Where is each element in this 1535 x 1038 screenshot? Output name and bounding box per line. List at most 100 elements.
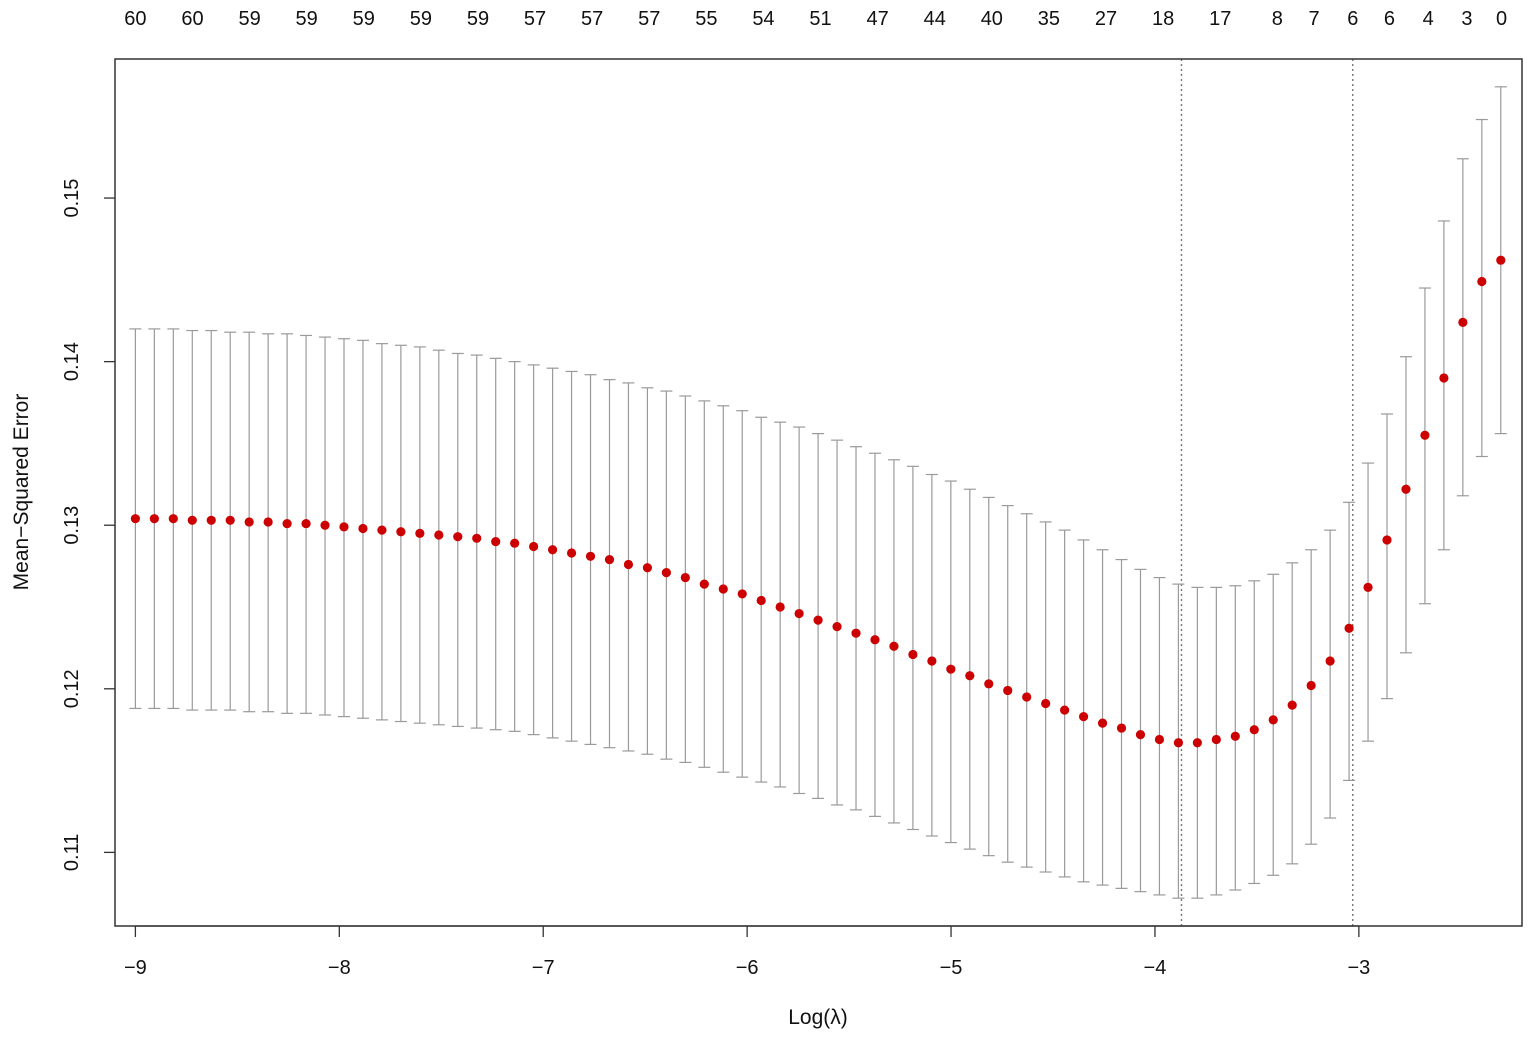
- data-point: [908, 649, 918, 660]
- data-point: [244, 517, 254, 527]
- data-point: [339, 522, 349, 532]
- data-point: [965, 671, 975, 681]
- data-point: [1458, 317, 1468, 327]
- y-axis: 0.11 0.12 0.13 0.14 0.15: [61, 179, 115, 871]
- data-point: [1344, 623, 1354, 633]
- data-point: [1287, 700, 1297, 710]
- data-point: [1420, 430, 1430, 440]
- data-point: [358, 523, 368, 534]
- data-point: [187, 515, 197, 525]
- data-point: [870, 635, 880, 645]
- data-point: [1154, 734, 1165, 745]
- data-point: [320, 520, 330, 530]
- data-point: [737, 589, 747, 599]
- x-tick-label: −3: [1347, 957, 1370, 979]
- data-point: [1268, 715, 1278, 725]
- top-axis-label: 60: [124, 8, 146, 30]
- data-point: [491, 536, 501, 547]
- data-points: [130, 255, 1506, 748]
- data-point: [699, 579, 709, 589]
- data-point: [623, 559, 634, 570]
- x-tick-label: −4: [1144, 957, 1167, 979]
- data-point: [396, 527, 406, 537]
- data-point: [946, 664, 956, 674]
- data-point: [1135, 730, 1146, 740]
- data-point: [813, 615, 823, 625]
- y-tick-label: 0.13: [61, 506, 83, 545]
- data-point: [149, 514, 159, 524]
- x-axis-title: Log(λ): [788, 1006, 848, 1029]
- data-point: [642, 563, 653, 573]
- data-point: [1401, 484, 1411, 494]
- top-axis-label: 0: [1496, 8, 1507, 30]
- data-point: [1230, 731, 1240, 741]
- data-point: [510, 538, 520, 548]
- data-point: [1173, 738, 1184, 748]
- x-tick-label: −9: [124, 957, 147, 979]
- top-axis-label: 59: [467, 8, 489, 30]
- top-axis-nonzero-counts: 60 60 59 59 59 59 59 57 57 57 55 54 51 47 44 40 35 27 18 17…: [124, 8, 1507, 30]
- data-point: [1116, 723, 1127, 733]
- top-axis-label: 59: [410, 8, 432, 30]
- data-point: [472, 533, 482, 543]
- top-axis-label: 59: [296, 8, 318, 30]
- y-tick-label: 0.12: [61, 669, 83, 708]
- data-point: [1003, 685, 1013, 696]
- data-point: [756, 595, 766, 606]
- top-axis-label: 27: [1095, 8, 1117, 30]
- data-point: [1325, 656, 1335, 666]
- data-point: [1022, 692, 1032, 702]
- data-point: [225, 515, 235, 525]
- data-point: [1439, 373, 1449, 383]
- data-point: [168, 514, 178, 524]
- data-point: [604, 554, 615, 565]
- x-tick-label: −6: [736, 957, 759, 979]
- y-tick-label: 0.11: [61, 834, 83, 871]
- data-point: [130, 514, 140, 524]
- x-axis: −9 −8 −7 −6 −5 −4 −3: [124, 925, 1370, 979]
- x-tick-label: −7: [532, 957, 555, 979]
- top-axis-label: 18: [1152, 8, 1174, 30]
- data-point: [1496, 255, 1506, 265]
- data-point: [434, 530, 444, 540]
- data-point: [1363, 582, 1373, 592]
- top-axis-label: 59: [238, 8, 260, 30]
- x-tick-label: −8: [328, 957, 351, 979]
- top-axis-label: 4: [1423, 8, 1434, 30]
- top-axis-label: 35: [1038, 8, 1060, 30]
- data-point: [1192, 738, 1202, 748]
- top-axis-label: 7: [1308, 8, 1319, 30]
- data-point: [547, 545, 558, 555]
- top-axis-label: 55: [695, 8, 717, 30]
- data-point: [832, 622, 842, 632]
- y-tick-label: 0.14: [61, 342, 83, 381]
- top-axis-label: 3: [1461, 8, 1472, 30]
- data-point: [585, 551, 596, 561]
- top-axis-label: 57: [524, 8, 546, 30]
- data-point: [415, 528, 425, 538]
- data-point: [1382, 535, 1392, 545]
- data-point: [566, 548, 577, 558]
- data-point: [529, 541, 539, 552]
- data-point: [282, 518, 292, 529]
- data-point: [453, 532, 463, 542]
- top-axis-label: 47: [867, 8, 889, 30]
- data-point: [851, 628, 861, 638]
- data-point: [718, 584, 728, 594]
- data-point: [794, 608, 804, 619]
- data-point: [889, 641, 899, 651]
- data-point: [1249, 725, 1259, 735]
- data-point: [301, 518, 311, 529]
- data-point: [680, 572, 690, 583]
- top-axis-label: 51: [809, 8, 831, 30]
- top-axis-label: 8: [1272, 8, 1283, 30]
- top-axis-label: 59: [353, 8, 375, 30]
- y-tick-label: 0.15: [61, 179, 83, 218]
- data-point: [263, 517, 273, 527]
- data-point: [1097, 718, 1108, 728]
- data-point: [1041, 698, 1051, 709]
- data-point: [927, 656, 937, 666]
- top-axis-label: 54: [752, 8, 774, 30]
